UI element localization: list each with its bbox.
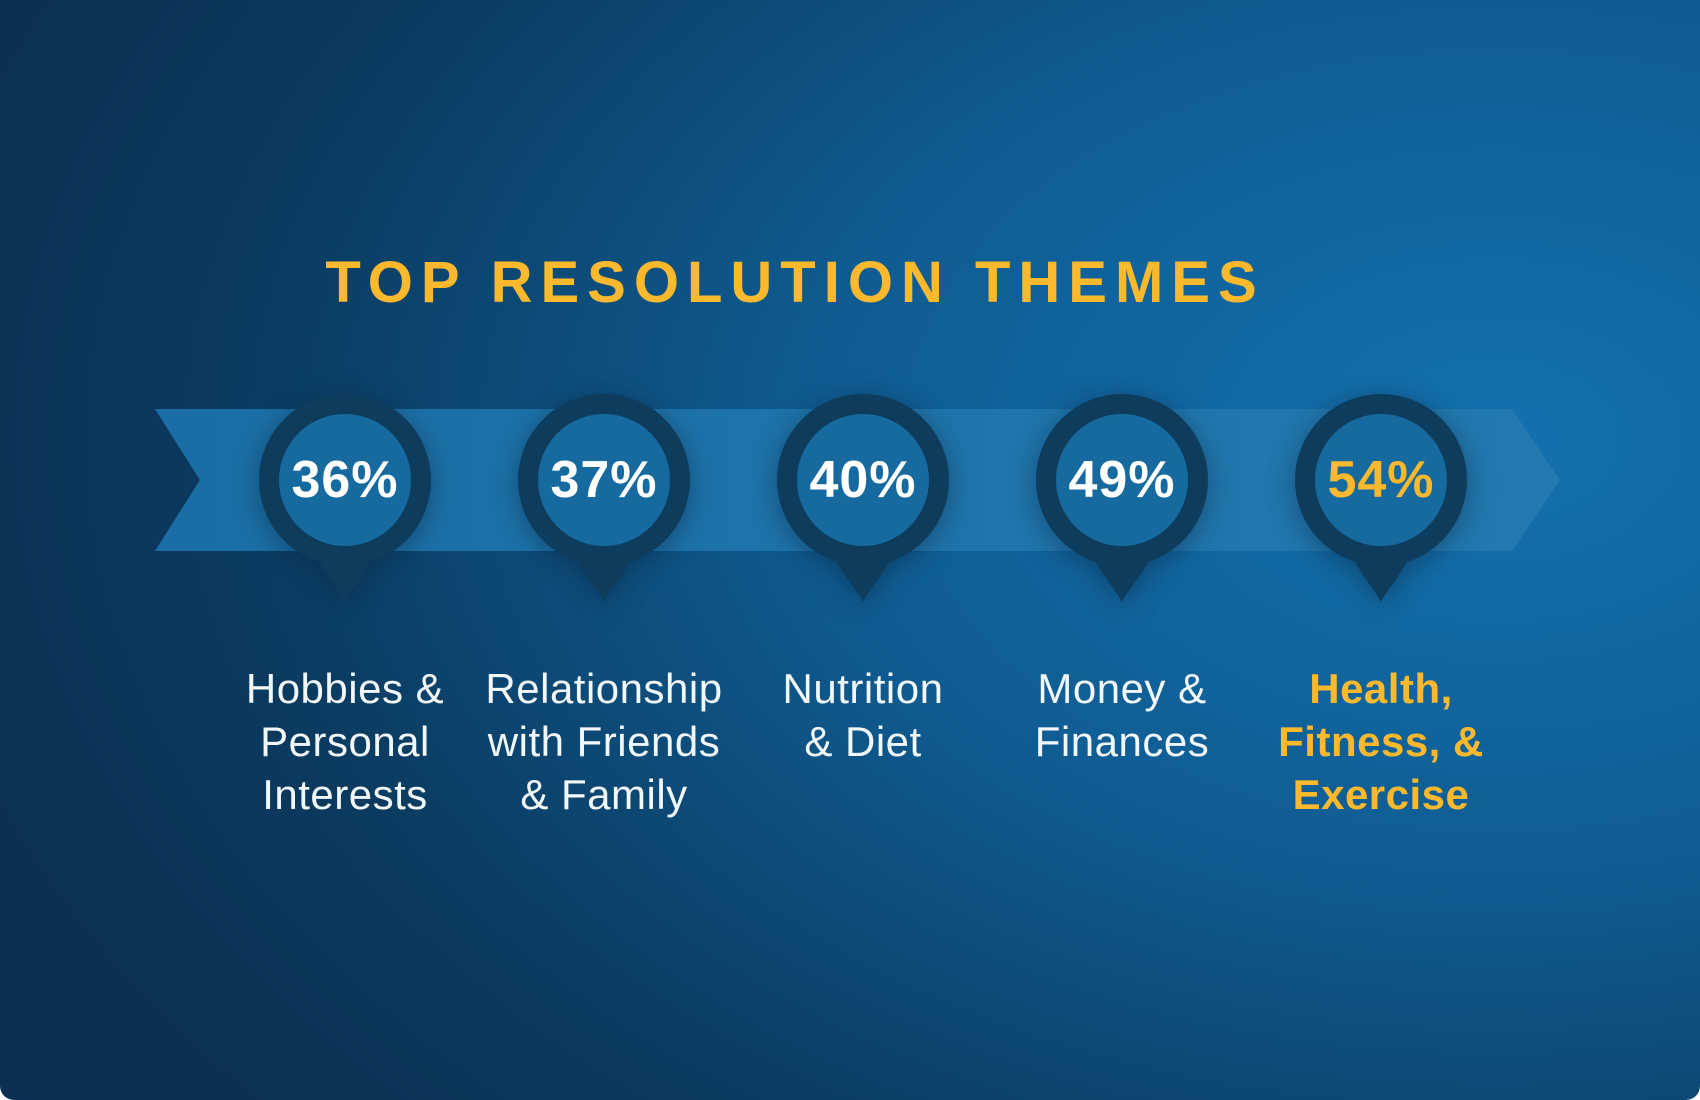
marker-column-health: 54% Health, Fitness, & Exercise [1231, 390, 1531, 818]
pin-marker-icon [518, 394, 690, 602]
marker-column-nutrition: 40% Nutrition & Diet [713, 390, 1013, 765]
category-label: Nutrition & Diet [782, 665, 944, 765]
category-label: Relationship with Friends & Family [485, 665, 723, 818]
percent-value: 36% [291, 451, 399, 509]
percent-value-highlight: 54% [1327, 451, 1435, 509]
chart-title: TOP RESOLUTION THEMES [325, 250, 1265, 315]
pin-marker-icon [1295, 394, 1467, 602]
category-label: Money & Finances [1034, 665, 1210, 765]
percent-value: 49% [1068, 451, 1176, 509]
marker-column-hobbies: 36% Hobbies & Personal Interests [195, 390, 495, 818]
pin-marker-icon [259, 394, 431, 602]
category-label: Hobbies & Personal Interests [245, 665, 445, 818]
percent-value: 40% [809, 451, 917, 509]
marker-column-money: 49% Money & Finances [972, 390, 1272, 765]
pin-marker-icon [1036, 394, 1208, 602]
percent-value: 37% [550, 451, 658, 509]
marker-column-relationships: 37% Relationship with Friends & Family [454, 390, 754, 818]
pin-marker-icon [777, 394, 949, 602]
category-label-highlight: Health, Fitness, & Exercise [1278, 665, 1484, 818]
